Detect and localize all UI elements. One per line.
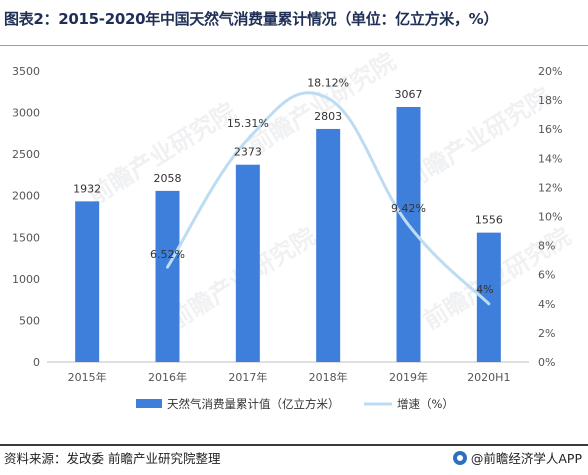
right-tick-label: 0% (538, 356, 555, 369)
right-tick-label: 4% (538, 298, 555, 311)
left-tick-label: 0 (33, 356, 40, 369)
left-tick-label: 3500 (12, 65, 40, 78)
source-note: 资料来源：发改委 前瞻产业研究院整理 (4, 451, 221, 466)
line-value-label: 9.42% (391, 202, 426, 215)
right-axis: 0% 2% 4% 6% 8% 10% 12% 14% 16% 18% 20% (538, 65, 562, 369)
x-tick-label: 2015年 (68, 370, 107, 384)
line-value-label: 15.31% (227, 117, 269, 130)
brand-credit: @前瞻经济学人APP (452, 448, 582, 467)
x-tick-label: 2016年 (148, 370, 187, 384)
bar-series (75, 107, 501, 362)
x-tick-label: 2018年 (309, 370, 348, 384)
legend-line-label: 增速（%） (397, 397, 454, 411)
left-tick-label: 3000 (12, 107, 40, 120)
right-tick-label: 20% (538, 65, 562, 78)
left-tick-label: 2000 (12, 190, 40, 203)
line-data-labels: 6.52% 15.31% 18.12% 9.42% 4% (150, 76, 494, 295)
bar (235, 164, 260, 362)
right-tick-label: 6% (538, 269, 555, 282)
bar-value-label: 3067 (395, 88, 423, 101)
legend-bar-label: 天然气消费量累计值（亿立方米） (167, 397, 340, 411)
right-tick-label: 8% (538, 240, 555, 253)
footer-divider (0, 444, 588, 446)
bar (75, 201, 100, 362)
x-tick-label: 2019年 (389, 370, 428, 384)
brand-logo-icon (452, 450, 467, 465)
legend-bar-swatch (136, 399, 162, 408)
left-tick-label: 2500 (12, 148, 40, 161)
line-value-label: 6.52% (150, 248, 185, 261)
bar-value-label: 2058 (154, 172, 182, 185)
bar (316, 128, 341, 362)
right-tick-label: 2% (538, 327, 555, 340)
x-axis: 2015年 2016年 2017年 2018年 2019年 2020H1 (68, 370, 511, 384)
right-tick-label: 16% (538, 123, 562, 136)
right-tick-label: 12% (538, 181, 562, 194)
brand-text: @前瞻经济学人APP (470, 451, 582, 466)
bar (155, 190, 180, 362)
line-value-label: 18.12% (307, 76, 349, 89)
x-tick-label: 2017年 (228, 370, 267, 384)
right-tick-label: 10% (538, 211, 562, 224)
right-tick-label: 18% (538, 94, 562, 107)
legend: 天然气消费量累计值（亿立方米） 增速（%） (136, 397, 454, 411)
title-divider (0, 45, 588, 46)
chart-title: 图表2：2015-2020年中国天然气消费量累计情况（单位：亿立方米，%） (4, 10, 499, 28)
bar-value-label: 2803 (314, 110, 342, 123)
left-axis: 0 500 1000 1500 2000 2500 3000 3500 (12, 65, 40, 369)
left-tick-label: 1000 (12, 273, 40, 286)
bar-value-label: 1556 (475, 214, 503, 227)
right-tick-label: 14% (538, 152, 562, 165)
combo-chart: 前瞻产业研究院前瞻产业研究院前瞻产业研究院前瞻产业研究院前瞻产业研究院 0500… (12, 47, 576, 411)
bar-value-label: 1932 (73, 182, 101, 195)
x-tick-label: 2020H1 (467, 371, 510, 384)
bar-value-label: 2373 (234, 146, 262, 159)
left-tick-label: 500 (19, 314, 40, 327)
left-tick-label: 1500 (12, 231, 40, 244)
line-series (166, 91, 491, 306)
bar-data-labels: 1932 2058 2373 2803 3067 1556 (73, 88, 503, 227)
line-value-label: 4% (476, 283, 493, 296)
